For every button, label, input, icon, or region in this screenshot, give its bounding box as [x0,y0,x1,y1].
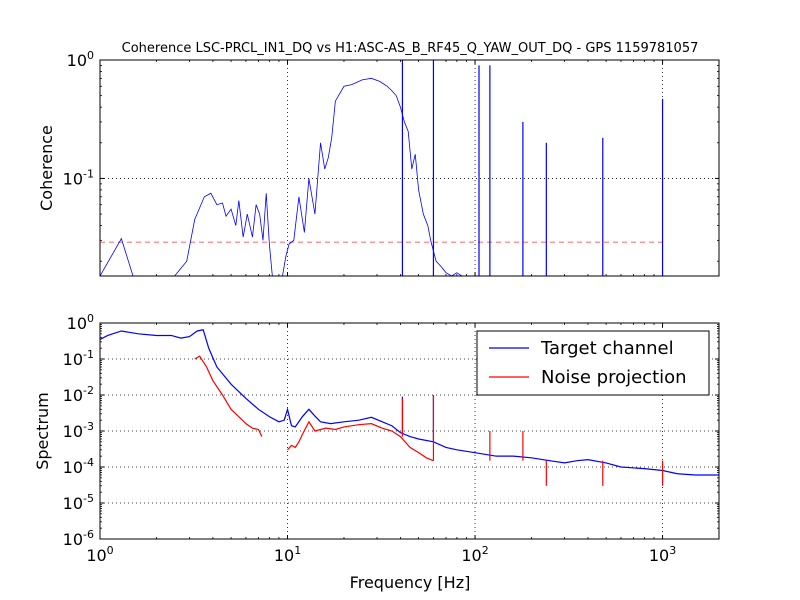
y-tick-label: 10-6 [63,528,94,549]
plot-frame [99,59,720,277]
series-line [100,329,719,476]
legend-label: Noise projection [541,367,687,388]
y-tick-label: 10-1 [63,348,94,369]
x-tick-label: 101 [274,544,301,565]
y-axis-label: Coherence [37,125,56,211]
x-axis-label: Frequency [Hz] [350,573,471,592]
x-tick-label: 100 [86,544,113,565]
chart-title: Coherence LSC-PRCL_IN1_DQ vs H1:ASC-AS_B… [122,41,699,56]
legend: Target channel Noise projection [476,330,710,396]
x-tick-label: 102 [461,544,488,565]
y-tick-label: 10-3 [63,420,94,441]
spectrum-panel: 10-6 10-5 10-4 10-3 10-2 10-1 100 100 101 102 103 S… [33,312,720,565]
y-tick-label: 10-2 [63,384,94,405]
y-tick-label: 10-4 [63,456,94,477]
plot-area [100,60,664,276]
y-axis-label: Spectrum [33,392,52,470]
plot-frame [99,322,720,540]
y-tick-label: 10-1 [63,167,94,188]
coherence-panel: 10-1 100 Coherence [37,49,720,277]
y-tick-label: 100 [67,49,94,70]
y-tick-label: 100 [67,312,94,333]
x-tick-label: 103 [649,544,676,565]
plot-area [100,329,719,486]
y-tick-label: 10-5 [63,492,94,513]
series-line [194,355,263,437]
legend-box [476,330,710,396]
series-line [287,420,434,462]
series-line [100,77,467,276]
legend-label: Target channel [540,338,674,359]
